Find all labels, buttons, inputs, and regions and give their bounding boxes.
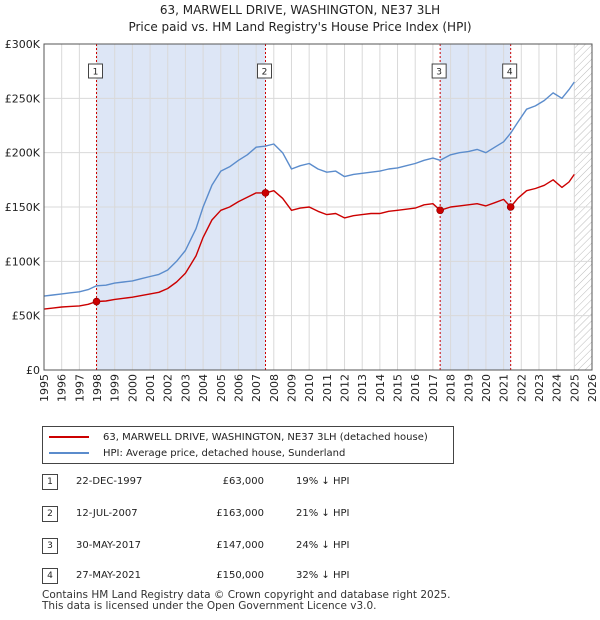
sale-label-box bbox=[88, 63, 104, 79]
sale-label: 2 bbox=[262, 68, 268, 78]
sale-point bbox=[92, 297, 101, 306]
x-tick-label: 2006 bbox=[232, 374, 245, 402]
legend-swatch-property bbox=[49, 436, 89, 438]
x-tick-label: 2001 bbox=[144, 374, 157, 402]
x-tick-label: 2009 bbox=[285, 374, 298, 402]
sale-label: 4 bbox=[507, 68, 513, 78]
sale-number-badge: 3 bbox=[42, 538, 58, 554]
sale-label: 3 bbox=[436, 68, 442, 78]
x-tick-label: 2008 bbox=[268, 374, 281, 402]
sale-label-box bbox=[431, 63, 447, 79]
x-tick-label: 2011 bbox=[321, 374, 334, 402]
x-tick-label: 2010 bbox=[303, 374, 316, 402]
sale-date: 12-JUL-2007 bbox=[76, 508, 138, 519]
sale-hpi-diff: 19% ↓ HPI bbox=[296, 476, 350, 487]
sale-point bbox=[261, 189, 270, 197]
y-tick-label: £250K bbox=[5, 92, 41, 105]
sale-price: £163,000 bbox=[216, 508, 264, 519]
x-tick-label: 1997 bbox=[73, 374, 86, 402]
x-tick-label: 1995 bbox=[38, 374, 51, 402]
x-tick-label: 2023 bbox=[533, 374, 546, 402]
sale-label: 1 bbox=[93, 68, 99, 78]
legend-swatch-hpi bbox=[49, 452, 89, 454]
sale-date: 22-DEC-1997 bbox=[76, 476, 143, 487]
y-tick-label: £150K bbox=[5, 201, 41, 214]
sale-label-box bbox=[256, 63, 272, 79]
sale-price: £150,000 bbox=[216, 570, 264, 581]
x-tick-label: 2024 bbox=[551, 374, 564, 402]
x-tick-label: 2020 bbox=[480, 374, 493, 402]
x-tick-label: 2004 bbox=[197, 374, 210, 402]
x-tick-label: 1999 bbox=[109, 374, 122, 402]
x-tick-label: 2000 bbox=[126, 374, 139, 402]
sale-row: 3 30-MAY-2017 £147,000 24% ↓ HPI bbox=[42, 538, 382, 554]
sale-number-badge: 1 bbox=[42, 474, 58, 490]
y-tick-label: £300K bbox=[5, 38, 41, 51]
legend-label-hpi: HPI: Average price, detached house, Sund… bbox=[103, 447, 346, 459]
x-tick-label: 2017 bbox=[427, 374, 440, 402]
legend-item-property: 63, MARWELL DRIVE, WASHINGTON, NE37 3LH … bbox=[49, 430, 428, 444]
legend-item-hpi: HPI: Average price, detached house, Sund… bbox=[49, 446, 345, 460]
x-tick-label: 2016 bbox=[409, 374, 422, 402]
x-tick-label: 2021 bbox=[498, 374, 511, 402]
price-chart: 1 2 3 4 1995 1996 1997 1998 1999 2000 2001 2002 200… bbox=[5, 38, 599, 402]
sale-hpi-diff: 21% ↓ HPI bbox=[296, 508, 350, 519]
sale-date: 30-MAY-2017 bbox=[76, 540, 142, 551]
x-tick-label: 2018 bbox=[445, 374, 458, 402]
plot-frame bbox=[43, 43, 593, 371]
x-tick-label: 2007 bbox=[250, 374, 263, 402]
x-tick-label: 2013 bbox=[356, 374, 369, 402]
sale-point bbox=[436, 206, 444, 215]
hpi-line bbox=[43, 81, 575, 297]
sale-point bbox=[506, 203, 515, 211]
x-tick-label: 2015 bbox=[392, 374, 405, 402]
x-tick-label: 2026 bbox=[586, 374, 599, 402]
x-tick-label: 2014 bbox=[374, 374, 387, 402]
y-tick-label: £50K bbox=[12, 310, 41, 323]
chart-title: 63, MARWELL DRIVE, WASHINGTON, NE37 3LH bbox=[159, 3, 441, 17]
footer: Contains HM Land Registry data © Crown c… bbox=[42, 590, 450, 612]
x-tick-label: 1998 bbox=[91, 374, 104, 402]
sale-number-badge: 4 bbox=[42, 568, 58, 584]
sale-row: 1 22-DEC-1997 £63,000 19% ↓ HPI bbox=[42, 474, 382, 490]
sale-row: 2 12-JUL-2007 £163,000 21% ↓ HPI bbox=[42, 506, 382, 522]
property-line bbox=[43, 173, 575, 310]
sale-label-box bbox=[502, 63, 518, 79]
x-tick-label: 2003 bbox=[179, 374, 192, 402]
sale-price: £63,000 bbox=[222, 476, 264, 487]
x-tick-label: 2022 bbox=[515, 374, 528, 402]
x-tick-label: 2025 bbox=[568, 374, 581, 402]
y-tick-label: £200K bbox=[5, 147, 41, 160]
x-tick-label: 2019 bbox=[462, 374, 475, 402]
legend: 63, MARWELL DRIVE, WASHINGTON, NE37 3LH … bbox=[42, 426, 454, 464]
legend-label-property: 63, MARWELL DRIVE, WASHINGTON, NE37 3LH … bbox=[103, 431, 428, 443]
x-tick-label: 2002 bbox=[162, 374, 175, 402]
footer-licence: This data is licensed under the Open Gov… bbox=[42, 600, 377, 612]
x-tick-label: 2005 bbox=[215, 374, 228, 402]
sale-hpi-diff: 32% ↓ HPI bbox=[296, 570, 350, 581]
footer-copyright: Contains HM Land Registry data © Crown c… bbox=[42, 589, 451, 601]
x-tick-label: 2012 bbox=[339, 374, 352, 402]
y-tick-label: £0 bbox=[26, 364, 40, 377]
sale-number-badge: 2 bbox=[42, 506, 58, 522]
y-tick-label: £100K bbox=[5, 255, 41, 268]
sale-price: £147,000 bbox=[216, 540, 264, 551]
sale-row: 4 27-MAY-2021 £150,000 32% ↓ HPI bbox=[42, 568, 382, 584]
sale-date: 27-MAY-2021 bbox=[76, 570, 142, 581]
chart-subtitle: Price paid vs. HM Land Registry's House … bbox=[128, 20, 472, 34]
x-tick-label: 1996 bbox=[56, 374, 69, 402]
sale-hpi-diff: 24% ↓ HPI bbox=[296, 540, 350, 551]
